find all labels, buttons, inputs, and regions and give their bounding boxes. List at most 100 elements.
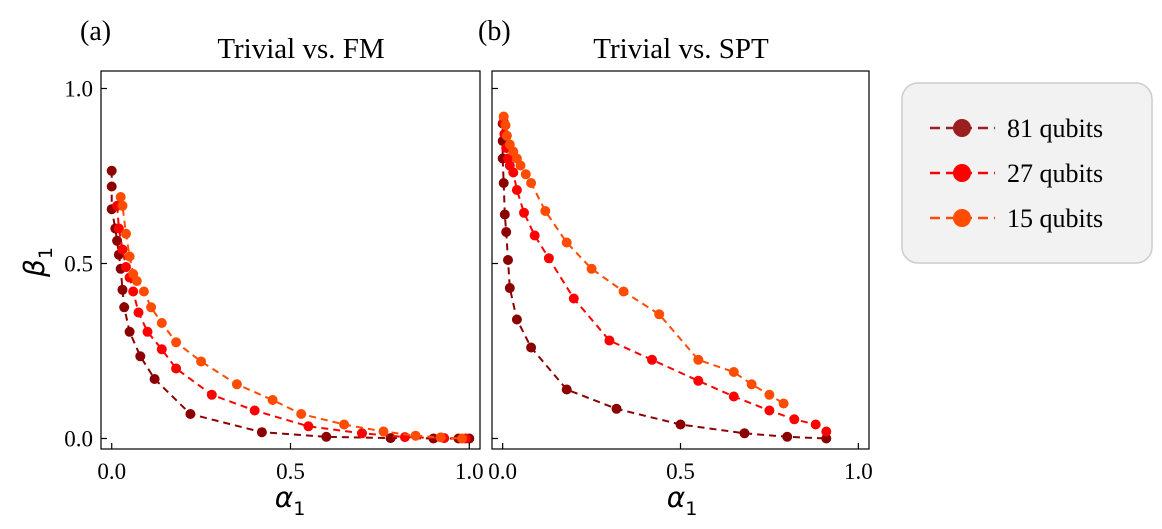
panel-b-series-0-point-9 (526, 342, 537, 353)
panel-a-ticks: 0.0 0.5 1.0 0.0 0.5 1.0 (64, 77, 483, 485)
panel-a-series-2-point-1 (117, 200, 128, 211)
panel-a-series-2-point-9 (171, 337, 182, 348)
panel-b-series-2-point-17 (764, 389, 775, 400)
panel-a-plot-area (106, 165, 475, 444)
panel-b-series-0-point-13 (739, 428, 750, 439)
panel-b-series-0-point-4 (499, 209, 510, 220)
panel-b-series-0-point-11 (611, 403, 622, 414)
panel-b-series-1-point-15 (764, 405, 775, 416)
legend-marker-2 (953, 209, 971, 227)
panel-a-series-2-point-12 (267, 395, 278, 405)
panel-b-series-0-point-15 (821, 433, 832, 444)
panel-a-series-2-point-6 (138, 286, 149, 297)
panel-a-series-1-point-5 (128, 286, 139, 297)
panel-b-series-2-point-8 (526, 178, 537, 188)
panel-b-series-1-point-7 (519, 207, 529, 218)
panel-a-series-line-1 (116, 205, 466, 440)
panel-a-series-0-point-10 (135, 351, 146, 362)
panel-a-series-2-point-3 (124, 251, 135, 262)
panel-b-series-1-point-18 (821, 426, 832, 437)
panel-a: (a) Trivial vs. FM 0.0 0.5 1.0 0.0 0.5 1.0 α1… (18, 16, 484, 520)
panel-b-series-2-point-15 (728, 367, 739, 377)
panel-b-series-1-point-11 (604, 335, 615, 346)
panel-b-series-2-point-16 (746, 379, 757, 390)
panel-a-series-0-point-12 (185, 409, 196, 419)
panel-a-series-1-point-3 (121, 262, 131, 272)
panel-a-x-tick-label-1: 0.5 (276, 459, 305, 484)
panel-a-y-tick-label-1: 0.5 (64, 252, 93, 277)
panel-a-series-0-point-8 (119, 302, 130, 313)
panel-a-series-2-point-15 (378, 426, 389, 437)
panel-b-series-2-point-12 (618, 286, 629, 297)
panel-b-x-tick-label-0: 0.0 (488, 459, 517, 484)
panel-b-series-0-point-6 (503, 255, 513, 265)
panel-a-series-2-point-18 (457, 433, 468, 444)
panel-b-series-1-point-14 (728, 391, 739, 402)
panel-a-series-line-2 (119, 196, 463, 440)
panel-a-series-0-point-9 (124, 326, 135, 337)
panel-a-series-1-point-12 (303, 421, 314, 432)
panel-a-series-0-point-7 (117, 284, 128, 295)
panel-a-series-1-point-7 (142, 326, 153, 337)
panel-b-series-1-point-12 (647, 354, 657, 365)
panel-a-x-axis-label: α1 (275, 481, 306, 520)
panel-a-series-1-point-9 (171, 363, 182, 374)
panel-b-series-2-point-11 (586, 263, 597, 274)
panel-b-series-1-point-10 (568, 293, 579, 304)
panel-a-series-0-point-11 (149, 374, 160, 384)
panel-b-series-line-0 (501, 123, 827, 440)
panel-a-series-0-point-14 (321, 431, 332, 442)
panel-a-x-tick-label-2: 1.0 (455, 459, 484, 484)
panel-a-series-1-point-13 (357, 428, 367, 439)
panel-a-series-2-point-0 (115, 192, 126, 202)
panel-a-series-2-point-11 (231, 379, 242, 390)
panel-b-series-0-point-14 (782, 431, 793, 442)
panel-b-series-0-point-7 (504, 283, 515, 293)
panel-a-series-2-point-2 (121, 228, 131, 239)
panel-b-series-0-point-12 (675, 419, 686, 430)
panel-a-series-0-point-4 (112, 235, 123, 246)
panel-a-series-1-point-11 (249, 405, 260, 416)
panel-b-series-2-point-13 (654, 309, 665, 320)
panel-a-series-1-point-10 (206, 389, 217, 400)
panel-a-series-2-point-7 (146, 302, 157, 313)
legend: 81 qubits 27 qubits 15 qubits (901, 82, 1153, 264)
panel-a-series-0-point-13 (256, 427, 267, 438)
panel-b-series-2-point-7 (520, 169, 531, 180)
panel-a-x-tick-label-0: 0.0 (97, 459, 126, 484)
panel-a-series-1-point-1 (113, 223, 124, 234)
panel-a-series-1-point-8 (156, 344, 167, 355)
panel-a-series-2-point-13 (296, 409, 307, 419)
panel-b-series-0-point-10 (561, 384, 572, 395)
panel-b-x-tick-label-2: 1.0 (844, 459, 873, 484)
panel-a-label: (a) (80, 16, 111, 47)
panel-b-series-1-point-17 (810, 419, 821, 430)
panel-b-series-1-point-13 (693, 375, 704, 386)
panel-a-series-1-point-6 (133, 307, 144, 318)
panel-b-series-2-point-9 (540, 206, 551, 216)
panel-b-x-tick-label-1: 0.5 (666, 459, 695, 484)
panel-a-series-2-point-8 (156, 318, 167, 328)
panel-b-series-line-1 (502, 121, 827, 433)
panel-a-series-1-point-2 (117, 244, 128, 255)
panel-a-series-2-point-10 (196, 356, 207, 367)
panel-b-series-0-point-3 (498, 178, 509, 188)
panel-a-y-tick-label-0: 0.0 (64, 427, 93, 452)
y-axis-label: β1 (18, 247, 57, 278)
panel-a-series-0-point-1 (106, 181, 117, 192)
panel-b-x-axis-label: α1 (667, 481, 698, 520)
legend-label-2: 15 qubits (1007, 204, 1103, 233)
panel-b-ticks: 0.0 0.5 1.0 (488, 87, 873, 484)
panel-b-series-2-point-2 (501, 130, 512, 141)
panel-a-series-2-point-5 (131, 276, 142, 286)
panel-b-series-1-point-9 (543, 253, 554, 264)
panel-a-y-tick-label-2: 1.0 (64, 77, 93, 102)
panel-b-series-1-point-16 (789, 414, 800, 425)
panel-b-series-0-point-8 (511, 314, 522, 325)
panel-b-series-1-point-8 (529, 230, 540, 241)
panel-a-frame (100, 70, 481, 450)
panel-b-series-2-point-6 (515, 160, 526, 171)
panel-b-series-2-point-0 (498, 111, 509, 122)
panel-b: (b) Trivial vs. SPT 0.0 0.5 1.0 α1 (478, 16, 873, 520)
